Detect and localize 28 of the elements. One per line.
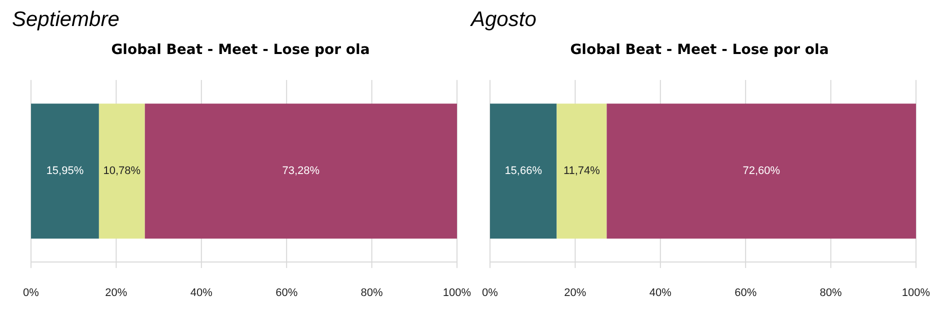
x-tick-label: 80%: [820, 286, 842, 299]
chart-subtitle: Global Beat - Meet - Lose por ola: [110, 42, 371, 58]
data-label: 15,66%: [504, 165, 542, 178]
bar: [556, 104, 607, 239]
bar: [31, 104, 99, 239]
bar: [490, 104, 557, 239]
x-tick-label: 40%: [649, 286, 672, 299]
data-label: 15,95%: [46, 165, 84, 178]
x-tick-label: 60%: [276, 286, 298, 299]
x-tick-label: 20%: [564, 286, 586, 299]
x-tick-label: 100%: [442, 286, 472, 299]
x-tick-label: 80%: [360, 286, 384, 299]
chart-title: Agosto: [471, 8, 536, 32]
data-label: 73,28%: [282, 165, 320, 178]
bar: [606, 104, 916, 239]
data-label: 10,78%: [103, 165, 141, 178]
data-label: 72,60%: [742, 165, 780, 178]
chart-title: Septiembre: [12, 8, 120, 32]
x-tick-label: 20%: [105, 286, 128, 299]
x-tick-label: 40%: [190, 286, 213, 299]
chart-subtitle: Global Beat - Meet - Lose por ola: [569, 42, 830, 58]
data-label: 11,74%: [563, 165, 600, 178]
bar: [144, 104, 457, 239]
x-tick-label: 60%: [734, 286, 757, 299]
x-tick-label: 100%: [902, 286, 930, 299]
x-tick-label: 0%: [482, 286, 498, 299]
bar: [98, 104, 145, 239]
x-tick-label: 0%: [23, 286, 40, 299]
